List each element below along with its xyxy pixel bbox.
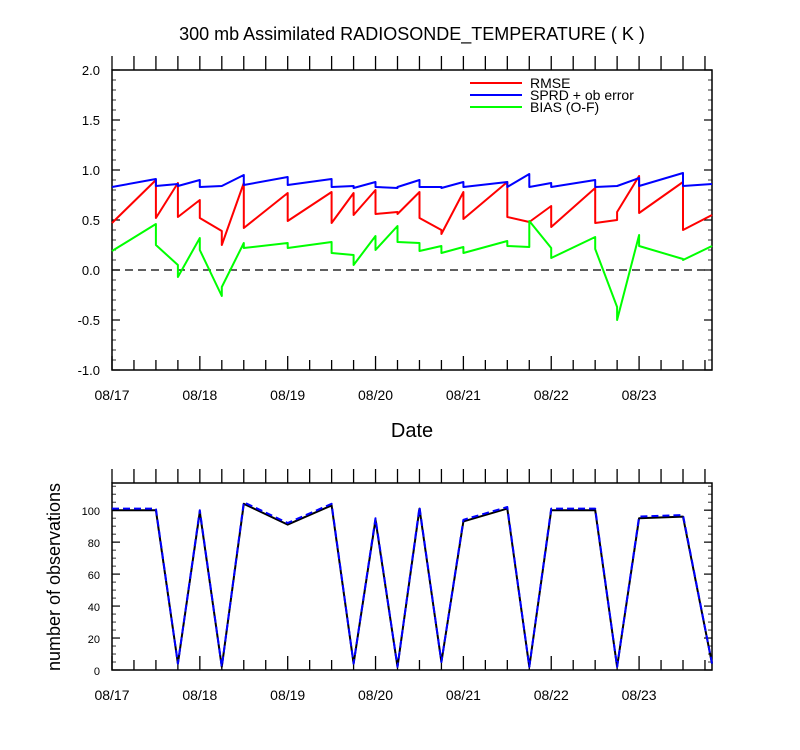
observations-chart: 0 20 40 60 80 100 08/17 08/18 08/19 08/20 08/21 08/…	[44, 469, 713, 703]
chart-title: 300 mb Assimilated RADIOSONDE_TEMPERATUR…	[179, 24, 645, 45]
series-line-sprd-ob-error	[111, 172, 713, 189]
bottom-plot-frame	[111, 482, 713, 671]
y-tick-label: 40	[88, 602, 100, 614]
y-axis-label: number of observations	[44, 483, 64, 671]
series-line-total	[112, 501, 713, 668]
y-tick-label: 1.0	[82, 163, 100, 178]
y-tick-label: 0.5	[82, 213, 100, 228]
x-tick-label: 08/19	[270, 387, 305, 403]
series-line-rmse	[111, 175, 713, 246]
y-tick-label: 100	[82, 506, 100, 518]
rmse-chart: 300 mb Assimilated RADIOSONDE_TEMPERATUR…	[78, 24, 713, 442]
x-tick-label: 08/21	[446, 387, 481, 403]
x-tick-label: 08/23	[622, 387, 657, 403]
y-tick-label: 2.0	[82, 63, 100, 78]
y-tick-label: 1.5	[82, 113, 100, 128]
x-tick-label: 08/21	[446, 687, 481, 703]
x-tick-label: 08/17	[94, 687, 129, 703]
y-tick-label: 80	[88, 538, 100, 550]
x-tick-label: 08/18	[182, 687, 217, 703]
y-tick-label: 60	[88, 570, 100, 582]
x-tick-label: 08/18	[182, 387, 217, 403]
legend-label: SPRD + ob error	[530, 87, 634, 103]
y-tick-label: -1.0	[78, 363, 100, 378]
legend-label: BIAS (O-F)	[530, 99, 599, 115]
x-axis-label: Date	[391, 420, 433, 442]
x-tick-label: 08/20	[358, 387, 393, 403]
y-tick-label: 0.0	[82, 263, 100, 278]
x-tick-label: 08/17	[94, 387, 129, 403]
legend-label: RMSE	[530, 75, 570, 91]
series-line-assimilated	[112, 502, 713, 668]
y-tick-label: 0	[94, 666, 100, 678]
x-tick-label: 08/22	[534, 687, 569, 703]
x-tick-label: 08/20	[358, 687, 393, 703]
x-tick-label: 08/19	[270, 687, 305, 703]
x-tick-label: 08/22	[534, 387, 569, 403]
series-line-bias-o-f-	[111, 220, 713, 321]
y-tick-label: -0.5	[78, 313, 100, 328]
x-tick-label: 08/23	[622, 687, 657, 703]
y-tick-label: 20	[88, 634, 100, 646]
